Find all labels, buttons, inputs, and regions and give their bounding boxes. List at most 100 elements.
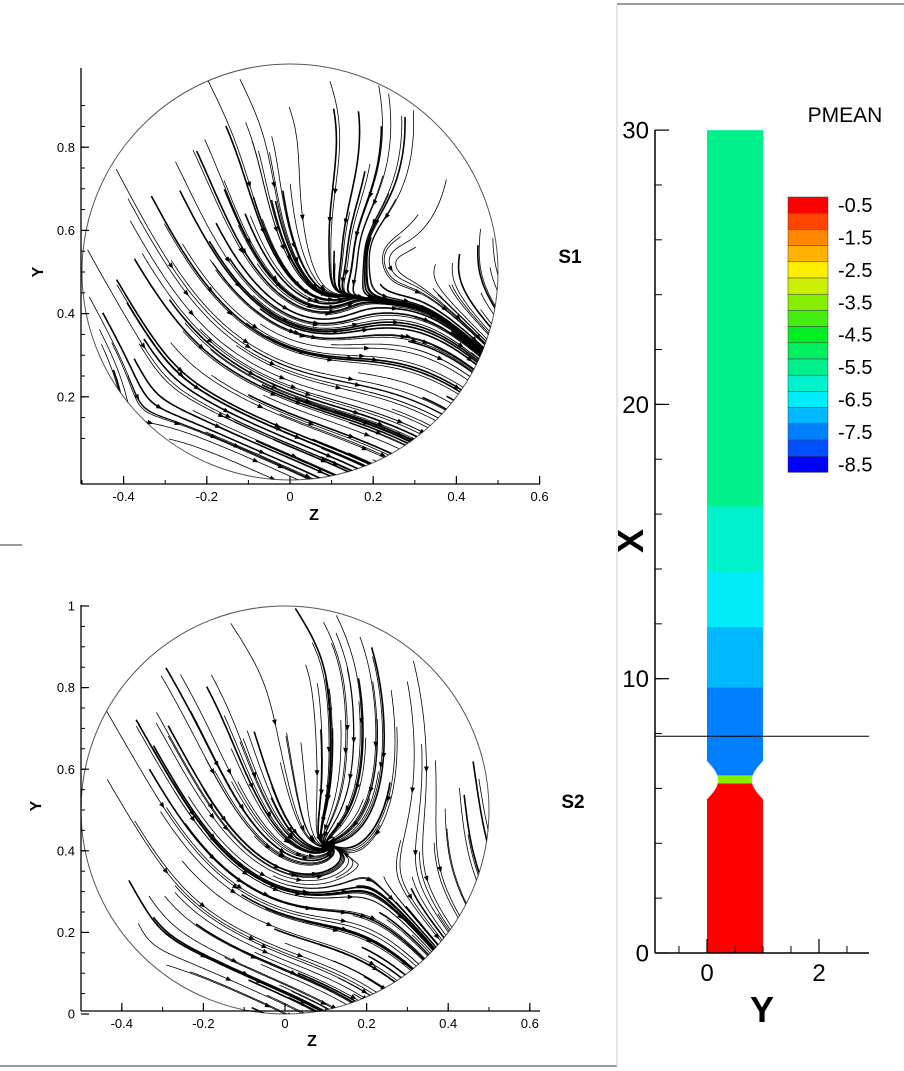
streamline-arrow xyxy=(347,302,354,308)
x-axis-label: Y xyxy=(750,989,774,1030)
streamline-arrow xyxy=(286,833,293,840)
streamline-arrow xyxy=(200,952,207,958)
streamline xyxy=(127,198,442,420)
streamline-arrow xyxy=(272,719,277,726)
streamline xyxy=(478,778,489,840)
y-tick-label: 30 xyxy=(622,118,649,145)
streamline-arrow xyxy=(389,299,396,305)
streamline xyxy=(205,431,318,480)
streamline xyxy=(457,253,495,332)
legend-swatch xyxy=(787,212,829,230)
legend-swatch xyxy=(787,423,829,441)
streamline-arrow xyxy=(290,453,298,458)
streamline-arrow xyxy=(286,1012,294,1014)
streamline-arrow xyxy=(363,431,371,437)
streamline-arrow xyxy=(245,238,251,245)
streamline-arrow xyxy=(326,452,333,458)
streamline xyxy=(135,719,437,954)
streamline-arrow xyxy=(361,445,368,451)
streamline xyxy=(297,972,360,1005)
contour-bands xyxy=(707,130,763,954)
streamline-arrow xyxy=(309,853,316,859)
streamline xyxy=(106,711,420,970)
streamline-arrow xyxy=(159,802,165,809)
streamline xyxy=(388,179,489,348)
legend-swatch xyxy=(787,342,829,360)
streamline-arrow xyxy=(355,783,361,790)
streamline-arrow xyxy=(213,760,219,768)
streamline xyxy=(228,258,484,359)
streamline-arrow xyxy=(359,718,364,725)
streamline-arrow xyxy=(274,422,281,428)
y-tick-label: 0.2 xyxy=(57,925,75,940)
streamline xyxy=(279,984,335,1013)
streamline-arrow xyxy=(374,219,380,226)
streamline-arrow xyxy=(368,191,374,199)
streamline xyxy=(138,343,353,475)
streamline-arrow xyxy=(405,333,412,339)
streamline-arrow xyxy=(290,970,297,975)
streamline-arrow xyxy=(455,314,461,321)
streamline-arrow xyxy=(188,309,194,316)
streamline-arrow xyxy=(328,834,334,841)
streamline-arrow xyxy=(324,291,331,297)
streamline-arrow xyxy=(273,863,281,869)
legend-label: -3.5 xyxy=(838,292,872,314)
streamline xyxy=(141,253,425,437)
streamline xyxy=(211,374,394,458)
y-tick-label: 0.6 xyxy=(57,762,75,777)
x-tick-label: 0 xyxy=(700,960,713,987)
streamline-arrow xyxy=(209,813,215,820)
legend-swatch xyxy=(787,358,829,376)
panel-label: S2 xyxy=(561,792,584,813)
contour-band xyxy=(707,505,763,573)
streamline-arrow xyxy=(317,468,324,474)
streamline-arrow xyxy=(225,976,232,981)
streamline-arrow xyxy=(327,357,334,362)
x-tick-label: 0.2 xyxy=(364,489,382,504)
streamline-arrow xyxy=(286,254,292,261)
streamline xyxy=(480,292,497,319)
streamline-arrow xyxy=(189,815,196,822)
streamline xyxy=(248,979,322,1014)
streamline xyxy=(212,262,476,371)
streamline-arrow xyxy=(414,288,421,294)
streamline-arrow xyxy=(297,952,304,958)
streamline-arrow xyxy=(305,905,312,911)
streamline-arrow xyxy=(242,338,249,344)
streamline-arrow xyxy=(222,824,229,831)
streamline-arrow xyxy=(333,188,338,195)
streamline-arrow xyxy=(220,815,227,822)
streamline xyxy=(265,908,415,973)
streamline-arrow xyxy=(325,311,332,316)
streamline-arrow xyxy=(364,345,371,351)
streamline-arrow xyxy=(231,957,238,963)
streamline-arrow xyxy=(321,816,326,824)
streamline xyxy=(192,410,341,478)
streamline-arrow xyxy=(193,384,200,390)
streamline-arrow xyxy=(401,959,408,966)
streamline-arrow xyxy=(299,333,306,338)
streamline-arrow xyxy=(209,854,216,861)
streamline-arrow xyxy=(329,304,336,310)
streamline-arrow xyxy=(457,342,464,348)
streamline xyxy=(413,660,454,930)
streamline-arrow xyxy=(287,832,294,839)
legend-label: -7.5 xyxy=(838,422,872,444)
y-tick-label: 1 xyxy=(68,599,75,614)
streamline-arrow xyxy=(471,336,478,342)
streamline-arrow xyxy=(372,965,379,971)
streamline-arrow xyxy=(452,326,459,332)
streamline-arrow xyxy=(271,181,276,188)
streamline-arrow xyxy=(347,894,354,900)
streamline-arrow xyxy=(362,327,369,333)
streamline-arrow xyxy=(269,475,276,480)
streamline xyxy=(128,880,327,1014)
streamline-arrow xyxy=(210,433,217,439)
streamline-arrow xyxy=(344,292,351,297)
streamline xyxy=(451,262,493,336)
streamline-arrow xyxy=(242,869,249,876)
streamline-arrow xyxy=(314,770,320,777)
x-tick-label: 2 xyxy=(812,960,825,987)
